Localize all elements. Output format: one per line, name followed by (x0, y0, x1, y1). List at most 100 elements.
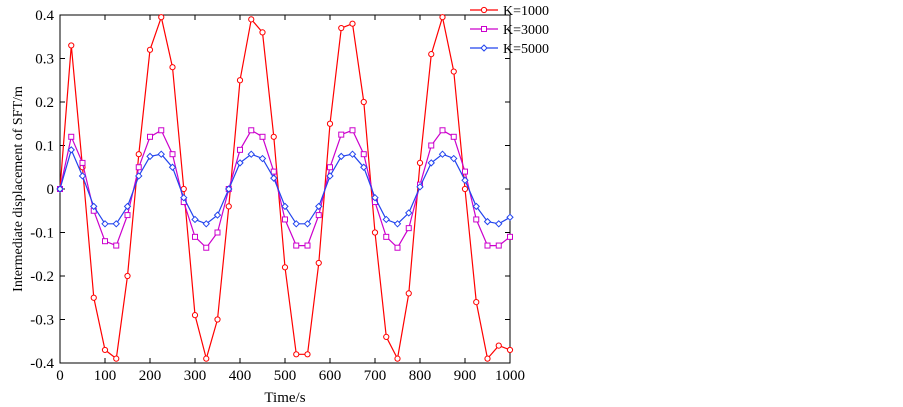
data-point (192, 233, 198, 240)
data-point (405, 209, 413, 217)
data-point (225, 185, 233, 193)
data-point (203, 244, 210, 251)
data-point (473, 216, 480, 223)
data-point (259, 133, 266, 140)
data-point (191, 215, 199, 224)
data-point (214, 316, 221, 323)
data-point (303, 220, 312, 228)
data-point (394, 355, 401, 362)
data-point (293, 351, 300, 358)
data-point (225, 203, 232, 210)
data-point (157, 150, 165, 158)
data-point (360, 151, 367, 158)
data-point (90, 294, 97, 301)
data-point (79, 159, 86, 166)
data-point (236, 77, 244, 84)
data-point (326, 172, 334, 180)
data-point (326, 120, 334, 127)
data-point (371, 193, 379, 202)
data-point (338, 24, 345, 32)
data-point (202, 220, 210, 228)
data-point (101, 220, 109, 228)
data-point (124, 212, 131, 219)
x-tick-label: 100 (94, 368, 117, 384)
legend-label: K=5000 (503, 42, 549, 57)
data-point (428, 142, 435, 149)
x-tick-label: 600 (319, 368, 342, 384)
x-tick-label: 1000 (495, 368, 525, 384)
data-point (495, 342, 502, 349)
data-point (450, 133, 457, 140)
legend-marker (480, 44, 488, 52)
data-point (258, 154, 267, 163)
series-0 (56, 14, 514, 362)
data-point (90, 202, 98, 211)
data-point (349, 20, 356, 27)
data-point (281, 202, 289, 211)
data-point (495, 242, 502, 249)
data-point (393, 220, 402, 228)
data-point (360, 163, 368, 171)
y-tick-label: -0.1 (30, 226, 54, 242)
data-point (113, 355, 120, 362)
data-point (247, 150, 255, 158)
data-point (67, 146, 75, 154)
data-point (180, 193, 188, 202)
data-point (214, 229, 221, 236)
plot-frame (59, 14, 511, 364)
data-point (248, 16, 255, 23)
data-point (78, 172, 87, 180)
data-point (349, 127, 356, 134)
y-tick-label: -0.4 (30, 356, 54, 372)
legend-label: K=3000 (503, 23, 549, 38)
legend: K=1000 K=3000 K=5000 (470, 4, 549, 57)
legend-marker (480, 6, 488, 14)
data-point (259, 29, 266, 36)
data-point (135, 164, 142, 171)
data-point (191, 312, 199, 319)
data-point (337, 152, 345, 161)
data-point (439, 127, 446, 134)
data-point (315, 202, 323, 211)
series-1 (57, 127, 513, 251)
data-point (180, 185, 187, 193)
legend-marker (481, 26, 487, 32)
data-point (123, 202, 132, 211)
data-point (506, 213, 514, 221)
data-point (292, 220, 300, 228)
data-point (473, 299, 480, 306)
data-point (450, 154, 458, 163)
data-point (124, 272, 131, 280)
data-point (506, 346, 514, 354)
data-point (169, 151, 176, 158)
series-2 (56, 146, 514, 228)
data-point (158, 14, 165, 21)
data-point (416, 183, 424, 191)
data-point (383, 333, 390, 340)
x-tick-label: 0 (56, 368, 64, 384)
data-point (304, 242, 311, 249)
data-point (327, 164, 333, 171)
data-point (427, 159, 435, 167)
axis-ticks: 0 100 200 300 400 500 600 700 800 900 1000 -0.4 -0.3… (30, 8, 525, 384)
data-point (438, 150, 447, 158)
data-point (68, 42, 75, 49)
data-point (416, 159, 424, 166)
data-point (113, 242, 120, 249)
data-point (248, 127, 255, 134)
data-point (293, 242, 300, 249)
x-tick-label: 200 (139, 368, 162, 384)
data-point (168, 163, 177, 171)
data-point (68, 133, 75, 140)
data-point (135, 151, 142, 158)
data-point (472, 202, 480, 211)
y-tick-label: -0.2 (30, 269, 54, 285)
data-point (112, 220, 120, 228)
data-point (158, 127, 165, 134)
data-point (270, 168, 277, 175)
data-point (450, 68, 457, 75)
data-point (507, 233, 513, 240)
y-tick-label: 0 (47, 182, 55, 198)
data-point (56, 185, 64, 193)
data-point (135, 172, 143, 180)
